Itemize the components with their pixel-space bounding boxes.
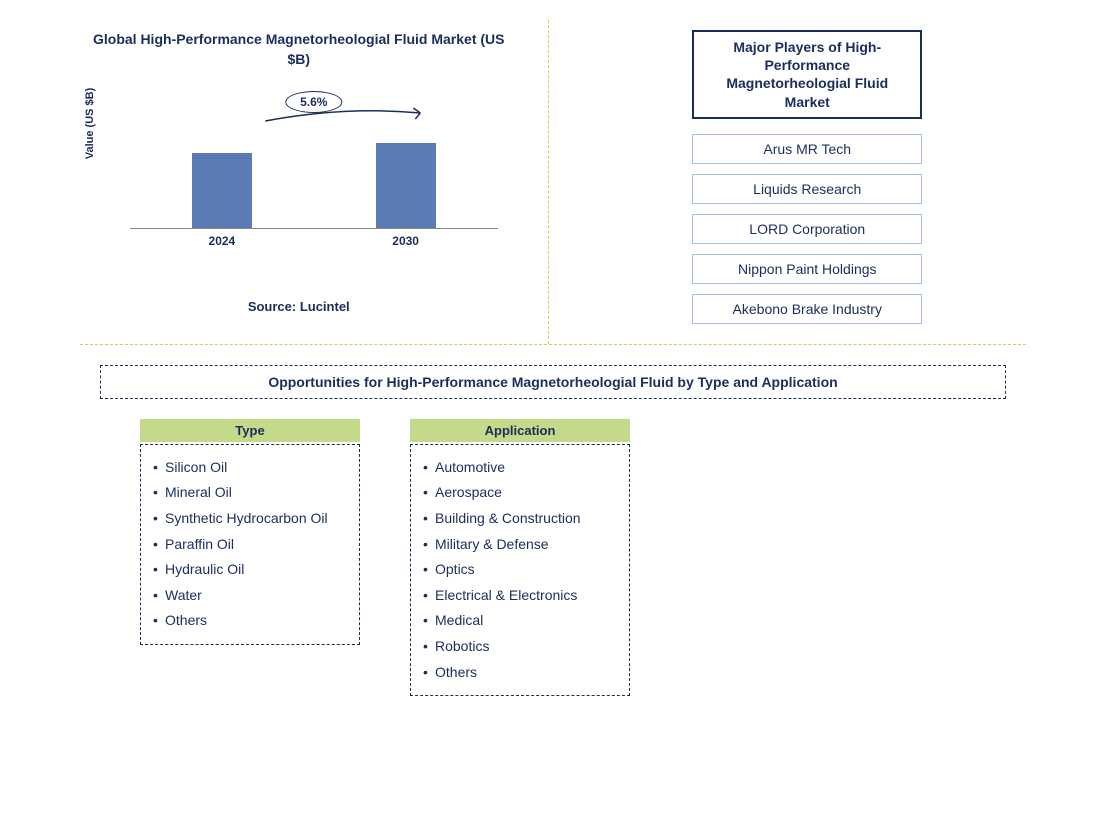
player-item: Akebono Brake Industry (692, 294, 922, 324)
list-item: Water (153, 583, 347, 609)
list-item: Hydraulic Oil (153, 557, 347, 583)
list-item: Others (153, 608, 347, 634)
list-item: Mineral Oil (153, 480, 347, 506)
player-item: LORD Corporation (692, 214, 922, 244)
player-item: Liquids Research (692, 174, 922, 204)
list-item: Synthetic Hydrocarbon Oil (153, 506, 347, 532)
player-item: Arus MR Tech (692, 134, 922, 164)
category-type: TypeSilicon OilMineral OilSynthetic Hydr… (140, 419, 360, 696)
x-label-2024: 2024 (182, 234, 262, 248)
chart-area: Value (US $B) 5.6% (130, 99, 498, 279)
player-item: Nippon Paint Holdings (692, 254, 922, 284)
category-header: Type (140, 419, 360, 442)
bar-group-2030 (366, 143, 446, 228)
list-item: Building & Construction (423, 506, 617, 532)
opportunities-header: Opportunities for High-Performance Magne… (100, 365, 1006, 399)
bar-2024 (192, 153, 252, 228)
categories-row: TypeSilicon OilMineral OilSynthetic Hydr… (80, 419, 1026, 696)
list-item: Silicon Oil (153, 455, 347, 481)
category-header: Application (410, 419, 630, 442)
chart-title: Global High-Performance Magnetorheologia… (80, 30, 518, 69)
chart-source: Source: Lucintel (80, 299, 518, 314)
x-axis-labels: 2024 2030 (130, 229, 498, 248)
list-item: Robotics (423, 634, 617, 660)
bar-chart: 5.6% (130, 99, 498, 229)
category-list: Silicon OilMineral OilSynthetic Hydrocar… (140, 444, 360, 645)
list-item: Automotive (423, 455, 617, 481)
y-axis-label: Value (US $B) (84, 88, 96, 160)
players-header: Major Players of High-Performance Magnet… (692, 30, 922, 119)
chart-section: Global High-Performance Magnetorheologia… (80, 20, 549, 344)
x-label-2030: 2030 (366, 234, 446, 248)
arrow-icon (255, 101, 435, 131)
growth-indicator: 5.6% (285, 91, 342, 113)
list-item: Aerospace (423, 480, 617, 506)
category-application: ApplicationAutomotiveAerospaceBuilding &… (410, 419, 630, 696)
top-row: Global High-Performance Magnetorheologia… (80, 20, 1026, 345)
list-item: Others (423, 660, 617, 686)
category-list: AutomotiveAerospaceBuilding & Constructi… (410, 444, 630, 696)
list-item: Medical (423, 608, 617, 634)
infographic-container: Global High-Performance Magnetorheologia… (0, 0, 1106, 716)
list-item: Military & Defense (423, 532, 617, 558)
bar-2030 (376, 143, 436, 228)
list-item: Paraffin Oil (153, 532, 347, 558)
players-list: Arus MR Tech Liquids Research LORD Corpora… (589, 134, 1027, 324)
bar-group-2024 (182, 153, 262, 228)
growth-rate-label: 5.6% (285, 91, 342, 113)
players-section: Major Players of High-Performance Magnet… (549, 20, 1027, 344)
list-item: Electrical & Electronics (423, 583, 617, 609)
list-item: Optics (423, 557, 617, 583)
